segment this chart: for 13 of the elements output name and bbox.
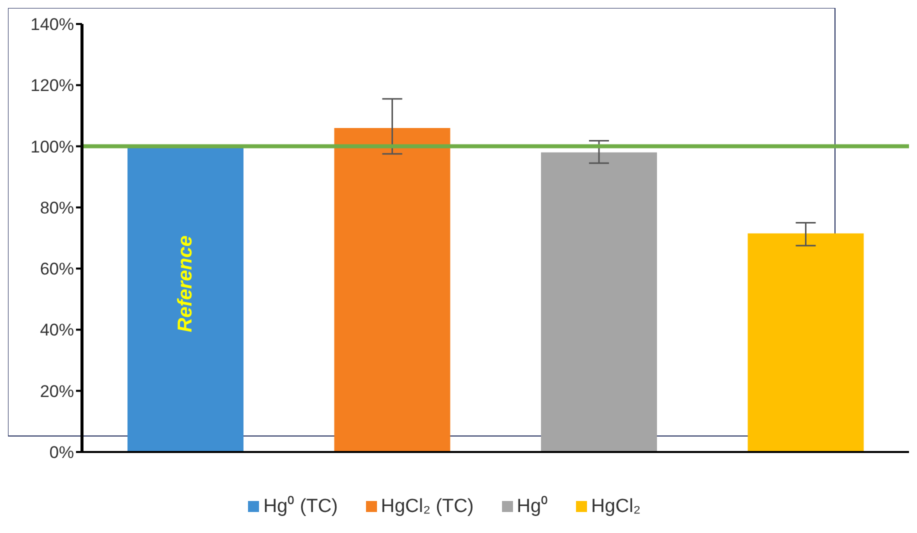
annotation: Reference: [174, 236, 196, 332]
legend-label: Hg⁰ (TC): [263, 496, 338, 517]
legend-label: Hg⁰: [516, 496, 548, 517]
y-tick-label: 0%: [49, 443, 74, 462]
y-tick-label: 140%: [30, 15, 74, 34]
y-tick-label: 40%: [40, 320, 74, 340]
legend-label: HgCl₂ (TC): [380, 496, 474, 517]
y-tick-label: 80%: [40, 198, 74, 218]
y-tick-label: 100%: [30, 137, 74, 156]
y-tick-label: 60%: [40, 260, 74, 279]
y-tick-label: 20%: [40, 382, 74, 401]
legend-label: HgCl₂: [591, 496, 641, 517]
y-tick-label: 120%: [30, 76, 74, 96]
